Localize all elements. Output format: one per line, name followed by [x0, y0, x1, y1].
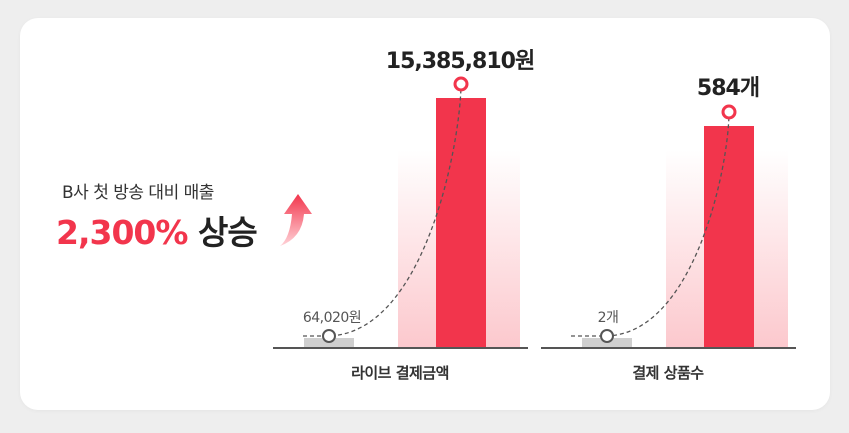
bar-after: [436, 98, 486, 348]
x-axis-label: 결제 상품수: [632, 364, 704, 382]
data-label-before: 2개: [598, 310, 619, 326]
marker-after: [453, 76, 469, 92]
headline-percent: 2,300%: [56, 213, 188, 252]
marker-before: [322, 329, 336, 343]
marker-after: [721, 104, 737, 120]
data-label-before: 64,020원: [303, 310, 361, 326]
x-axis-label: 라이브 결제금액: [351, 364, 449, 382]
data-label-after: 584개: [697, 76, 759, 101]
up-arrow-icon: [280, 194, 312, 246]
bar-after: [704, 126, 754, 348]
headline: 2,300% 상승: [56, 206, 258, 254]
growth-curve: [303, 83, 462, 337]
growth-curve: [571, 111, 730, 337]
headline-subtitle: B사 첫 방송 대비 매출: [62, 183, 214, 203]
headline-word: 상승: [197, 213, 258, 252]
marker-before: [600, 329, 614, 343]
data-label-after: 15,385,810원: [386, 49, 534, 74]
